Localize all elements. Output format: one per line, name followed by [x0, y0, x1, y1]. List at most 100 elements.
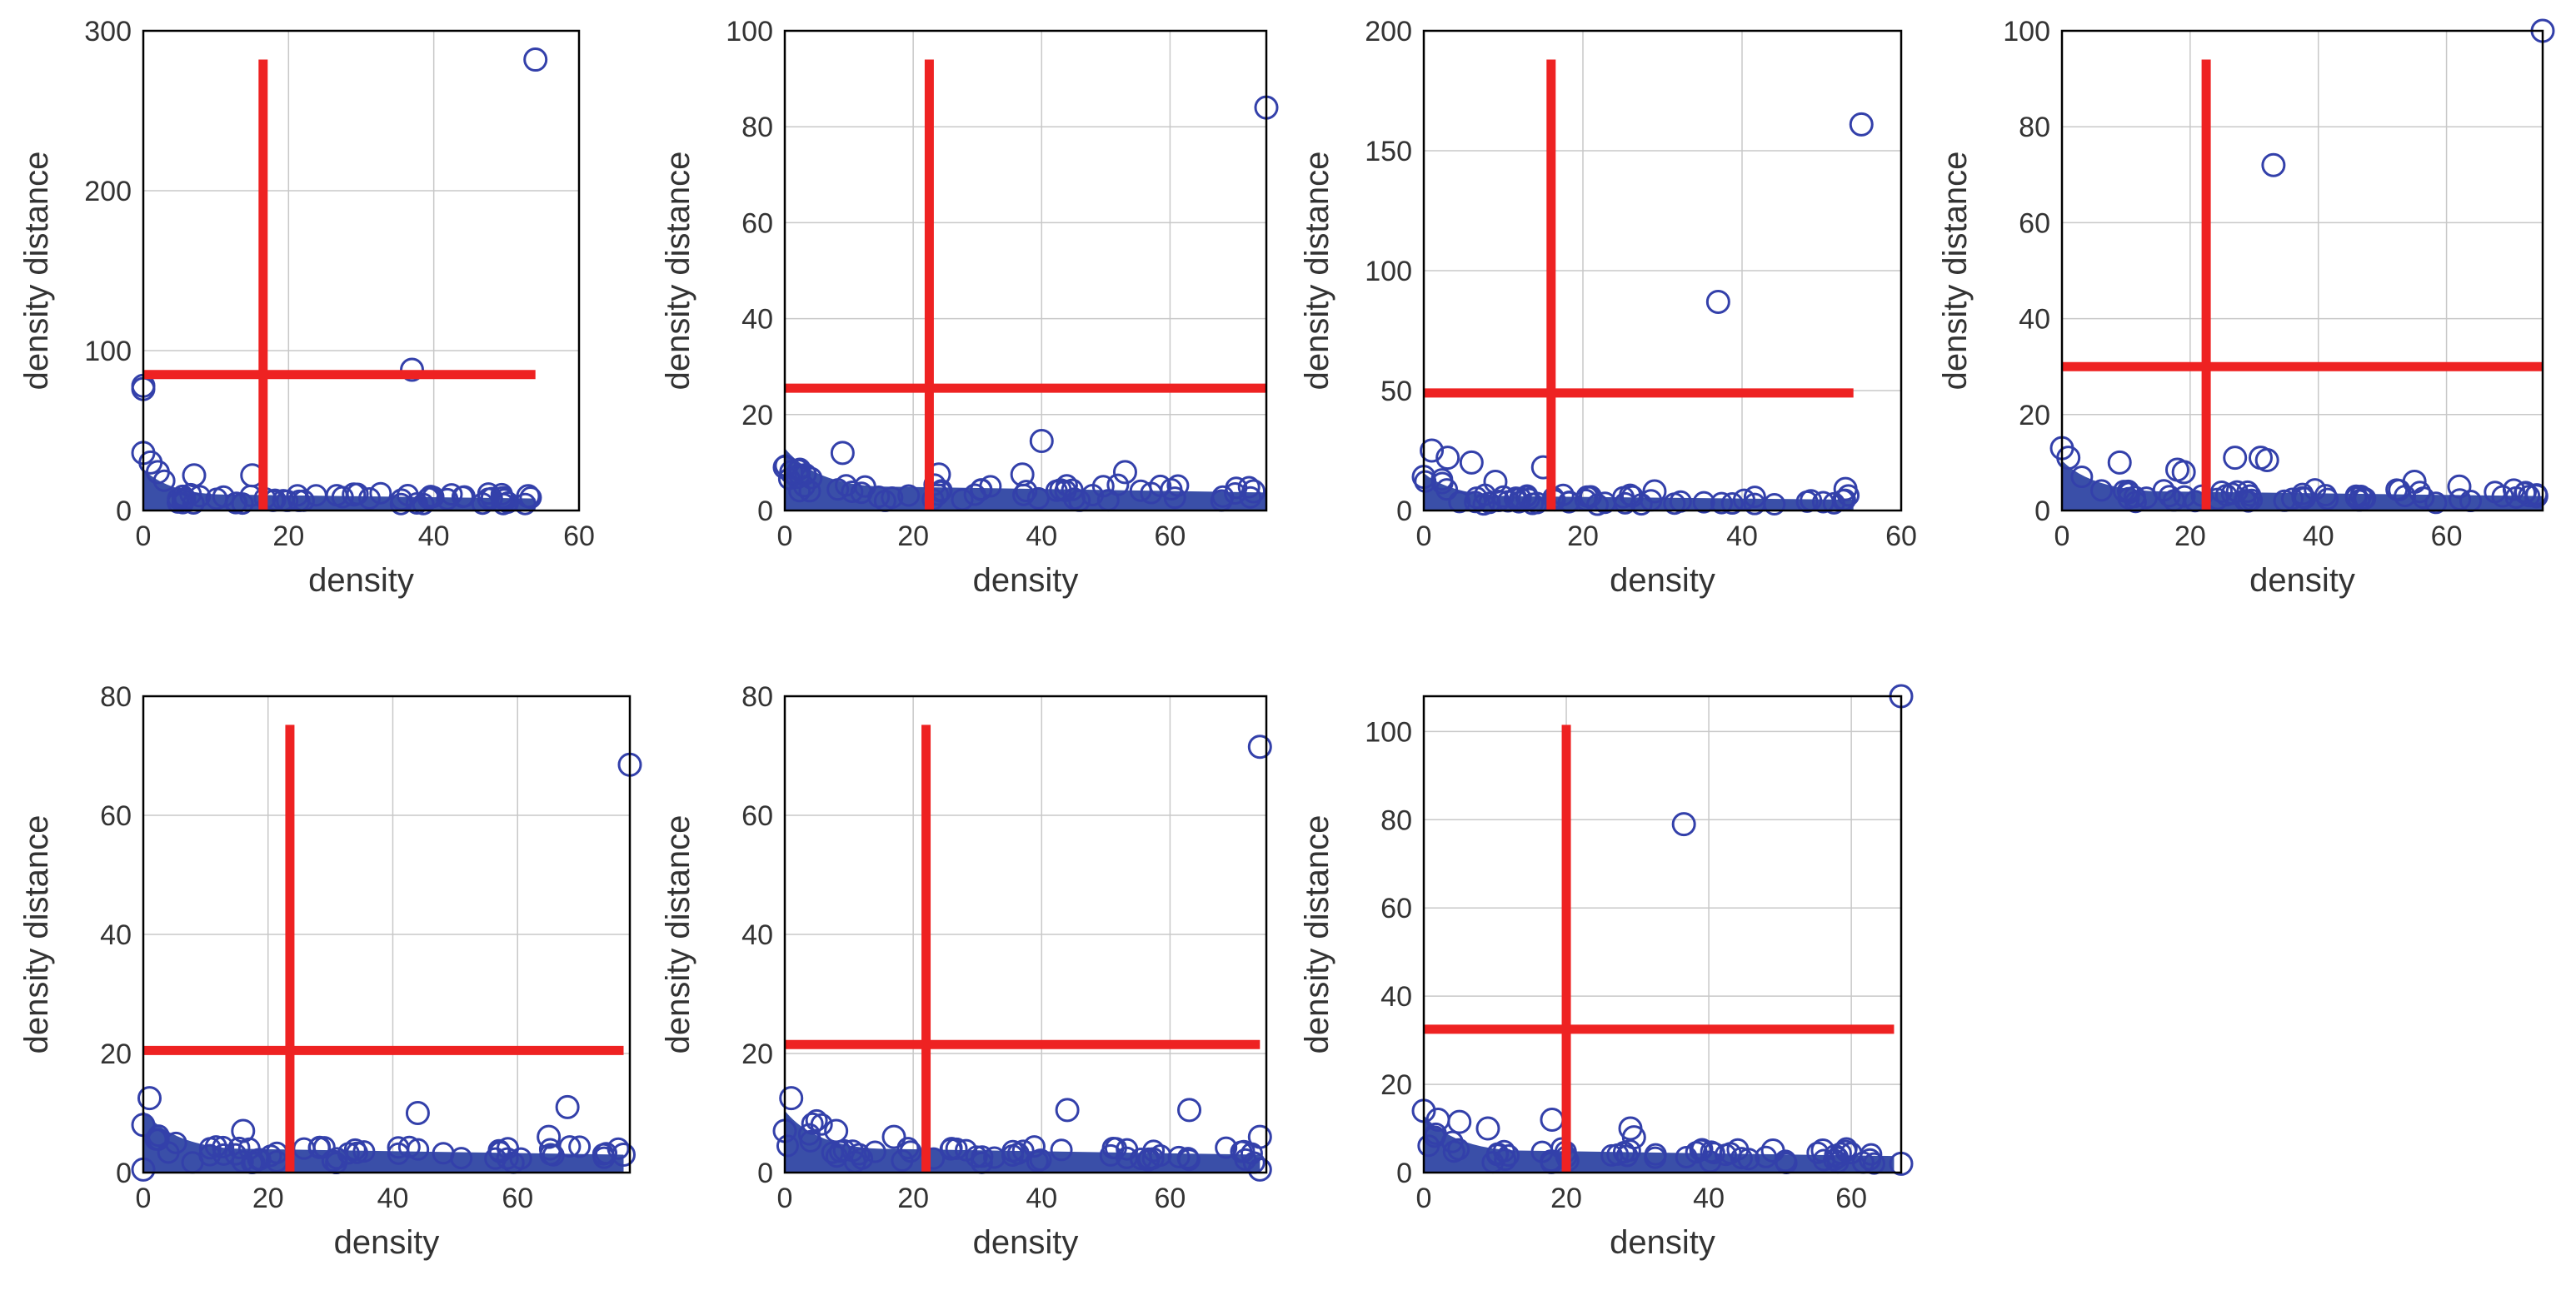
data-point [417, 486, 440, 510]
x-tick-label: 20 [1550, 1183, 1582, 1214]
data-point [1091, 475, 1115, 498]
dense-points-band [785, 448, 1266, 511]
data-point [137, 1086, 162, 1111]
y-tick-label: 200 [84, 176, 132, 207]
data-point [798, 480, 821, 503]
y-tick-label: 100 [2003, 16, 2050, 47]
x-tick-label: 0 [136, 1183, 152, 1214]
data-point [1833, 476, 1858, 501]
data-point [369, 481, 392, 505]
data-point [419, 485, 442, 508]
x-tick-label: 0 [136, 520, 152, 552]
y-tick-label: 80 [1380, 804, 1412, 836]
x-tick-label: 40 [418, 520, 450, 552]
data-point [841, 480, 864, 503]
y-tick-label: 0 [116, 1158, 132, 1189]
data-point [144, 1128, 167, 1151]
data-point [1239, 486, 1262, 509]
x-tick-label: 20 [252, 1183, 284, 1214]
data-point [1760, 1138, 1785, 1163]
data-point [1237, 476, 1261, 499]
data-point [231, 1118, 256, 1143]
data-point [1167, 1145, 1191, 1168]
data-point [983, 1146, 1006, 1169]
data-point [1606, 1143, 1630, 1166]
data-point [1055, 1098, 1080, 1123]
data-point [1211, 485, 1235, 508]
data-point [182, 463, 207, 488]
y-tick-label: 40 [741, 304, 773, 336]
data-point [1166, 474, 1190, 497]
x-tick-label: 20 [1567, 520, 1599, 552]
data-point [1447, 1109, 1472, 1134]
data-point [432, 1142, 455, 1165]
data-point [1540, 1149, 1563, 1173]
data-point [145, 460, 170, 485]
y-tick-label: 40 [741, 919, 773, 951]
chart-panel-7: 0 20 40 60 0 20 40 60 80 100 density density distan… [1299, 684, 1914, 1261]
y-tick-label: 60 [741, 800, 773, 832]
data-point [1447, 1138, 1470, 1161]
data-point [1472, 493, 1495, 516]
data-point [304, 484, 327, 507]
data-point [810, 1113, 833, 1136]
data-point [492, 492, 515, 516]
data-point [198, 1137, 222, 1160]
x-tick-label: 60 [1835, 1183, 1867, 1214]
data-point [1136, 1148, 1160, 1172]
data-point [2107, 450, 2132, 475]
data-point [182, 491, 205, 515]
y-tick-label: 80 [2019, 112, 2050, 143]
x-tick-label: 0 [777, 520, 793, 552]
data-point [830, 441, 855, 466]
data-point [308, 1135, 332, 1158]
data-point [1540, 1107, 1565, 1132]
data-point [1099, 1143, 1122, 1167]
y-axis-label: density distance [1299, 815, 1335, 1054]
data-point [1424, 1122, 1447, 1145]
data-point [1435, 478, 1459, 501]
data-point [1483, 469, 1508, 494]
data-point [152, 469, 176, 492]
y-tick-label: 50 [1380, 376, 1412, 407]
data-point [2514, 481, 2538, 504]
data-point [863, 1140, 886, 1163]
x-axis-label: density [1610, 562, 1715, 599]
data-point [2344, 484, 2368, 507]
y-tick-label: 0 [1396, 1158, 1412, 1189]
data-point [2158, 485, 2181, 508]
data-point [2090, 479, 2114, 502]
data-point [1420, 438, 1445, 463]
data-point [1112, 460, 1137, 485]
x-tick-label: 40 [1026, 520, 1057, 552]
y-tick-label: 20 [741, 400, 773, 431]
plot-frame [783, 29, 1268, 512]
data-point [2236, 480, 2259, 503]
y-tick-label: 40 [2019, 304, 2050, 336]
data-point [2424, 491, 2448, 515]
y-tick-label: 100 [1365, 256, 1412, 287]
data-point [1690, 1138, 1714, 1161]
data-point [1448, 491, 1471, 514]
data-point [1621, 1125, 1646, 1150]
data-point [2491, 485, 2514, 508]
plot-frame [1422, 29, 1903, 512]
data-point [1459, 450, 1484, 475]
y-tick-label: 0 [1396, 496, 1412, 527]
data-point [1692, 491, 1715, 514]
data-point [555, 1094, 580, 1119]
data-point [1055, 474, 1078, 497]
data-point [1743, 486, 1766, 509]
data-point [1810, 1138, 1835, 1163]
data-point [2261, 152, 2286, 177]
data-point [612, 1143, 637, 1168]
data-point [1475, 1116, 1500, 1141]
data-point [1521, 492, 1545, 516]
chart-panel-4: 0 20 40 60 0 20 40 60 80 100 density density distan… [1937, 16, 2555, 599]
data-point [1730, 1147, 1753, 1170]
y-tick-label: 20 [1380, 1069, 1412, 1101]
y-tick-label: 60 [100, 800, 132, 832]
data-point [1129, 479, 1152, 502]
data-point [805, 1108, 828, 1132]
x-tick-label: 60 [1885, 520, 1917, 552]
